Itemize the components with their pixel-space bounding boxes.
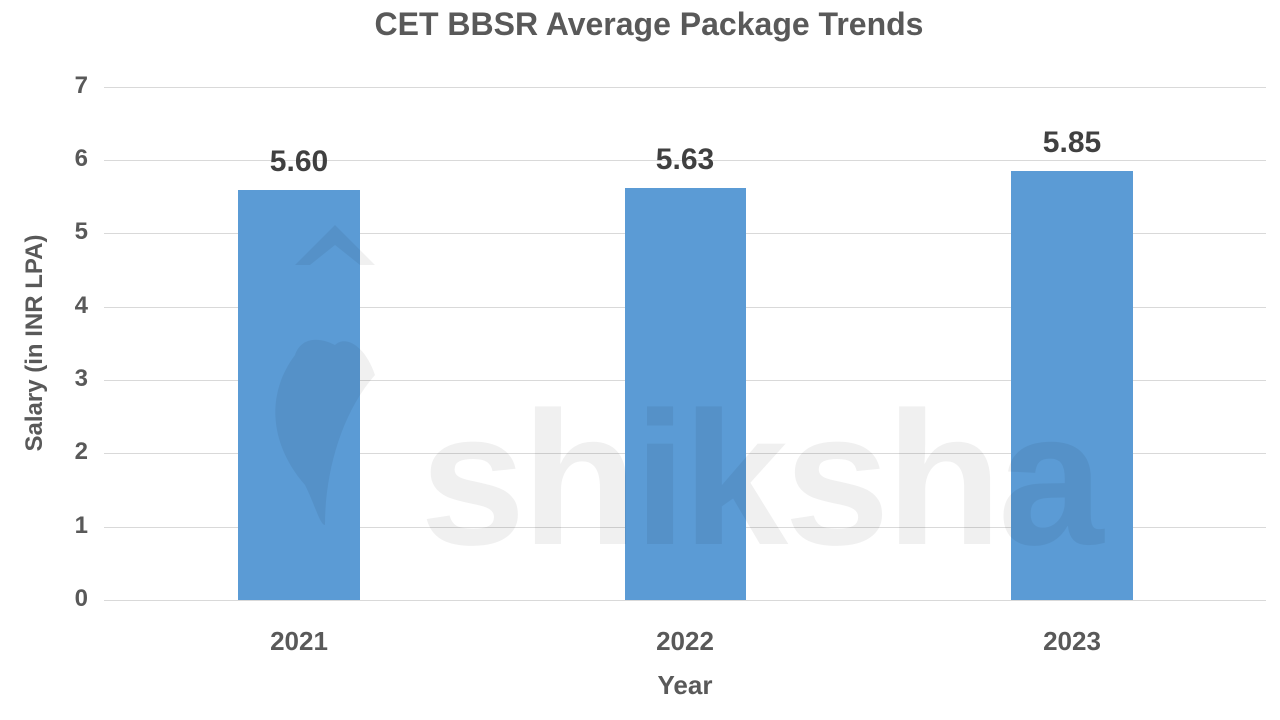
x-axis-label: Year [657,670,713,700]
y-tick-4: 4 [74,292,88,319]
bar-2023 [1011,171,1133,600]
y-tick-2: 2 [74,438,88,465]
x-tick-2023: 2023 [1043,626,1101,656]
y-tick-6: 6 [74,145,88,172]
y-tick-0: 0 [74,585,88,612]
chart-title: CET BBSR Average Package Trends [374,6,924,42]
gridline-7 [104,87,1266,88]
value-label-2021: 5.60 [269,145,329,178]
y-tick-1: 1 [74,512,88,539]
y-tick-7: 7 [74,72,88,99]
x-tick-2021: 2021 [270,626,328,656]
value-label-2023: 5.85 [1042,126,1102,159]
bar-2021 [238,190,360,600]
x-tick-2022: 2022 [656,626,714,656]
value-label-2022: 5.63 [655,143,715,176]
bar-2022 [625,188,746,600]
y-tick-5: 5 [74,218,88,245]
gridline-6 [104,160,1266,161]
y-axis-label: Salary (in INR LPA) [21,234,48,452]
y-tick-3: 3 [74,365,88,392]
x-axis-line [104,600,1266,601]
